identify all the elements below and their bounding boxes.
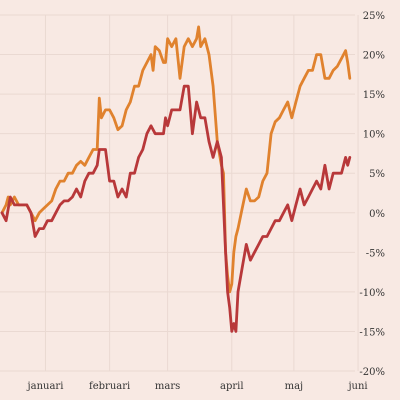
x-tick-label: maj <box>285 381 304 392</box>
x-tick-label: juni <box>347 381 367 392</box>
x-tick-label: mars <box>155 381 180 392</box>
y-tick-label: -5% <box>366 248 385 259</box>
y-tick-label: 20% <box>363 51 385 62</box>
y-tick-label: 10% <box>363 130 385 141</box>
y-tick-label: -15% <box>359 327 385 338</box>
x-tick-label: februari <box>89 381 130 392</box>
x-tick-label: april <box>220 381 244 392</box>
x-tick-label: januari <box>27 381 64 392</box>
series-lines <box>0 25 352 333</box>
y-tick-label: 0% <box>369 209 385 220</box>
series-line-2 <box>0 84 352 333</box>
y-tick-label: 15% <box>363 90 385 101</box>
y-tick-label: 25% <box>363 11 385 22</box>
x-axis-tick-labels: januari februari mars april maj juni <box>27 381 368 392</box>
series-line-1 <box>0 25 352 294</box>
y-axis-tick-labels: 25% 20% 15% 10% 5% 0% -5% -10% -15% -20% <box>359 11 385 378</box>
y-tick-label: -10% <box>359 288 385 299</box>
y-tick-label: 5% <box>369 169 385 180</box>
grid <box>0 14 359 372</box>
y-tick-label: -20% <box>359 367 385 378</box>
